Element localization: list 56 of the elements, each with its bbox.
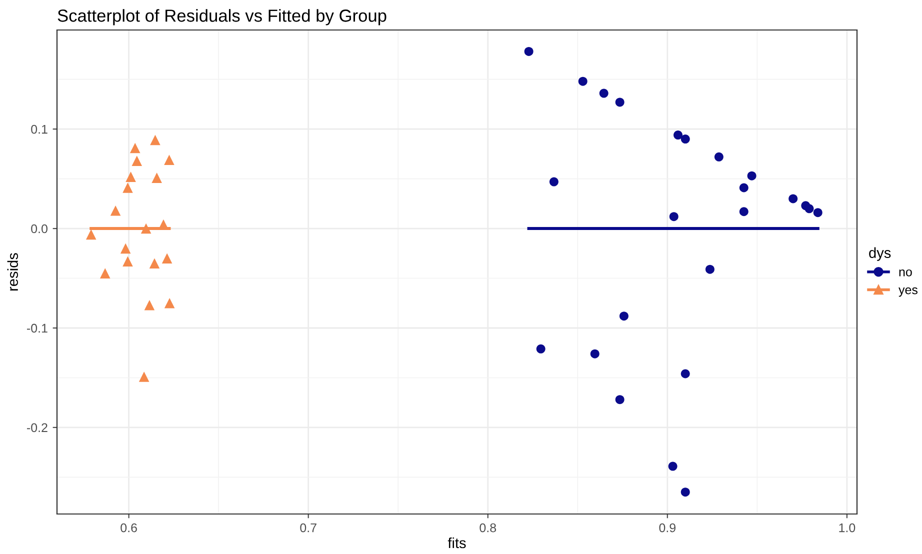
point <box>619 312 628 321</box>
chart-title: Scatterplot of Residuals vs Fitted by Group <box>58 9 386 26</box>
point <box>140 223 152 234</box>
x-tick-label: 0.7 <box>300 523 316 532</box>
x-tick-label: 0.8 <box>480 523 496 532</box>
point <box>615 98 624 107</box>
point <box>126 172 136 182</box>
y-tick-label: -0.1 <box>26 324 48 333</box>
point <box>578 76 588 86</box>
point <box>132 156 142 166</box>
point <box>524 46 534 56</box>
point <box>149 258 160 268</box>
point <box>739 183 748 192</box>
point <box>152 172 162 183</box>
x-tick-label: 0.9 <box>659 523 676 532</box>
y-tick-label: 0.1 <box>31 124 48 134</box>
point <box>747 171 756 180</box>
point <box>536 344 546 354</box>
point <box>110 205 121 216</box>
legend-label: yes <box>898 287 918 297</box>
point <box>680 134 690 144</box>
point <box>150 134 160 146</box>
point <box>804 204 814 214</box>
point <box>122 256 133 267</box>
point <box>162 253 172 264</box>
point <box>669 212 678 222</box>
point <box>86 229 96 240</box>
point <box>549 177 558 186</box>
point <box>122 182 133 193</box>
point <box>705 264 714 274</box>
point <box>590 349 600 358</box>
y-tick-label: -0.2 <box>26 423 48 432</box>
legend-label: no <box>899 269 912 276</box>
point <box>668 462 678 471</box>
y-tick-label: 0.0 <box>31 224 48 234</box>
point <box>599 88 608 98</box>
point <box>138 372 150 382</box>
point <box>615 395 624 404</box>
point <box>674 130 683 140</box>
y-axis-title: resids <box>7 253 18 290</box>
point <box>739 207 748 216</box>
x-axis-title: fits <box>448 537 466 548</box>
x-tick-label: 1.0 <box>839 523 856 532</box>
point <box>164 298 175 308</box>
point <box>120 243 131 254</box>
legend-title: dys <box>869 247 891 261</box>
point <box>130 142 140 154</box>
point <box>144 300 155 310</box>
point <box>788 194 798 204</box>
x-tick-label: 0.6 <box>120 523 137 532</box>
point <box>164 154 174 166</box>
point <box>813 208 822 218</box>
point <box>100 268 110 278</box>
point <box>714 152 724 162</box>
point <box>680 369 690 378</box>
point <box>680 488 690 497</box>
